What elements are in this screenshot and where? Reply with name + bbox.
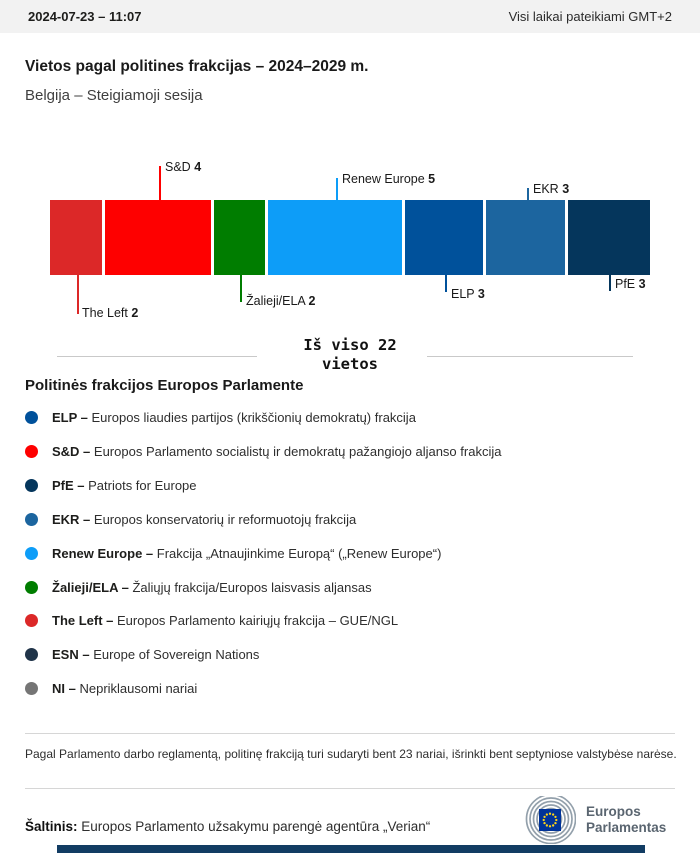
- total-divider-left: [57, 356, 257, 357]
- total-seats-label: Iš viso 22 vietos: [0, 336, 700, 374]
- legend-dot-icon: [25, 613, 38, 627]
- callout-label-pfe: PfE 3: [615, 277, 646, 291]
- total-seats-line1: Iš viso 22: [303, 336, 397, 354]
- callout-tick-elp: [445, 275, 447, 292]
- legend-dot-icon: [25, 478, 38, 492]
- bar-segment-elp: [404, 200, 487, 275]
- legend-heading: Politinės frakcijos Europos Parlamente: [25, 377, 304, 394]
- legend-item-s-d: S&D – Europos Parlamento socialistų ir d…: [25, 441, 501, 461]
- legend-dot-icon: [25, 580, 38, 594]
- total-divider-right: [427, 356, 633, 357]
- footnote-divider-top: [25, 733, 675, 734]
- legend-dot-icon: [25, 681, 38, 695]
- source-line: Šaltinis: Europos Parlamento užsakymu pa…: [25, 819, 430, 834]
- logo-text-line2: Parlamentas: [586, 820, 667, 835]
- callout-label-the-left: The Left 2: [82, 306, 139, 320]
- total-seats-line2: vietos: [322, 355, 378, 373]
- legend-item-esn: ESN – Europe of Sovereign Nations: [25, 644, 259, 664]
- page-title: Vietos pagal politines frakcijas – 2024–…: [25, 58, 369, 75]
- source-label: Šaltinis:: [25, 819, 78, 834]
- footnote-text: Pagal Parlamento darbo reglamentą, polit…: [25, 747, 677, 761]
- legend-item-label: Žalieji/ELA – Žaliųjų frakcija/Europos l…: [52, 579, 372, 595]
- top-bar: 2024-07-23 – 11:07 Visi laikai pateikiam…: [0, 0, 700, 33]
- total-seats-block: Iš viso 22 vietos: [0, 336, 700, 380]
- european-parliament-logo: Europos Parlamentas: [514, 796, 694, 844]
- callout-label--alieji-ela: Žalieji/ELA 2: [246, 294, 316, 308]
- logo-text: Europos Parlamentas: [586, 804, 666, 836]
- source-text: Europos Parlamento užsakymu parengė agen…: [77, 819, 431, 834]
- bar-segment-renew-europe: [268, 200, 405, 275]
- legend-item-ekr: EKR – Europos konservatorių ir reformuot…: [25, 509, 356, 529]
- callout-tick-renew-europe: [336, 178, 338, 200]
- callout-tick-ekr: [527, 188, 529, 200]
- legend-item-ni: NI – Nepriklausomi nariai: [25, 678, 197, 698]
- legend-item-label: Renew Europe – Frakcija „Atnaujinkime Eu…: [52, 545, 442, 561]
- legend-dot-icon: [25, 647, 38, 661]
- footnote-divider-bottom: [25, 788, 675, 789]
- legend-item-label: ESN – Europe of Sovereign Nations: [52, 646, 260, 662]
- hemicycle-eu-flag-icon: [525, 796, 576, 844]
- legend-item-renew-europe: Renew Europe – Frakcija „Atnaujinkime Eu…: [25, 543, 441, 563]
- bar-segment-ekr: [486, 200, 569, 275]
- legend-item-label: The Left – Europos Parlamento kairiųjų f…: [52, 612, 399, 628]
- legend-dot-icon: [25, 410, 38, 424]
- callout-label-s-d: S&D 4: [165, 160, 202, 174]
- datetime-text: 2024-07-23 – 11:07: [28, 9, 142, 24]
- bar-segment--alieji-ela: [213, 200, 269, 275]
- legend-item-label: PfE – Patriots for Europe: [52, 477, 197, 493]
- callout-label-renew-europe: Renew Europe 5: [342, 172, 436, 186]
- logo-text-line1: Europos: [586, 804, 641, 819]
- legend-item-label: ELP – Europos liaudies partijos (krikšči…: [52, 409, 416, 425]
- callout-tick-the-left: [77, 275, 79, 314]
- bottom-accent-bar: [57, 845, 645, 853]
- legend-item-label: EKR – Europos konservatorių ir reformuot…: [52, 511, 357, 527]
- callout-tick-s-d: [159, 166, 161, 200]
- bar-segment-pfe: [568, 200, 650, 275]
- legend-dot-icon: [25, 546, 38, 560]
- legend-item-label: S&D – Europos Parlamento socialistų ir d…: [52, 443, 502, 459]
- seat-distribution-bar: [50, 200, 650, 275]
- legend-item-elp: ELP – Europos liaudies partijos (krikšči…: [25, 407, 416, 427]
- legend-item-pfe: PfE – Patriots for Europe: [25, 475, 197, 495]
- legend-dot-icon: [25, 512, 38, 526]
- callout-label-elp: ELP 3: [451, 287, 485, 301]
- callout-label-ekr: EKR 3: [533, 182, 570, 196]
- legend-item-label: NI – Nepriklausomi nariai: [52, 680, 198, 696]
- legend-item--alieji-ela: Žalieji/ELA – Žaliųjų frakcija/Europos l…: [25, 577, 372, 597]
- timezone-note: Visi laikai pateikiami GMT+2: [508, 9, 672, 24]
- callout-tick-pfe: [609, 275, 611, 291]
- legend-item-the-left: The Left – Europos Parlamento kairiųjų f…: [25, 610, 398, 630]
- callout-tick--alieji-ela: [240, 275, 242, 302]
- legend-dot-icon: [25, 444, 38, 458]
- bar-segment-s-d: [104, 200, 214, 275]
- bar-segment-the-left: [50, 200, 105, 275]
- page-subtitle: Belgija – Steigiamoji sesija: [25, 87, 203, 104]
